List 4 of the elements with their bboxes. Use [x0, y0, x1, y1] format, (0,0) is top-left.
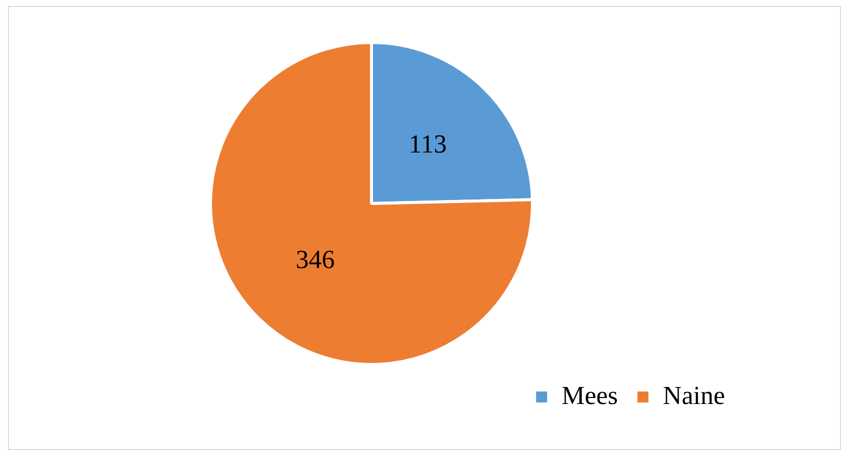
legend-label: Naine: [662, 380, 726, 410]
legend-label: Mees: [562, 380, 618, 410]
data-label: 113: [408, 130, 447, 159]
data-label: 346: [296, 244, 335, 274]
